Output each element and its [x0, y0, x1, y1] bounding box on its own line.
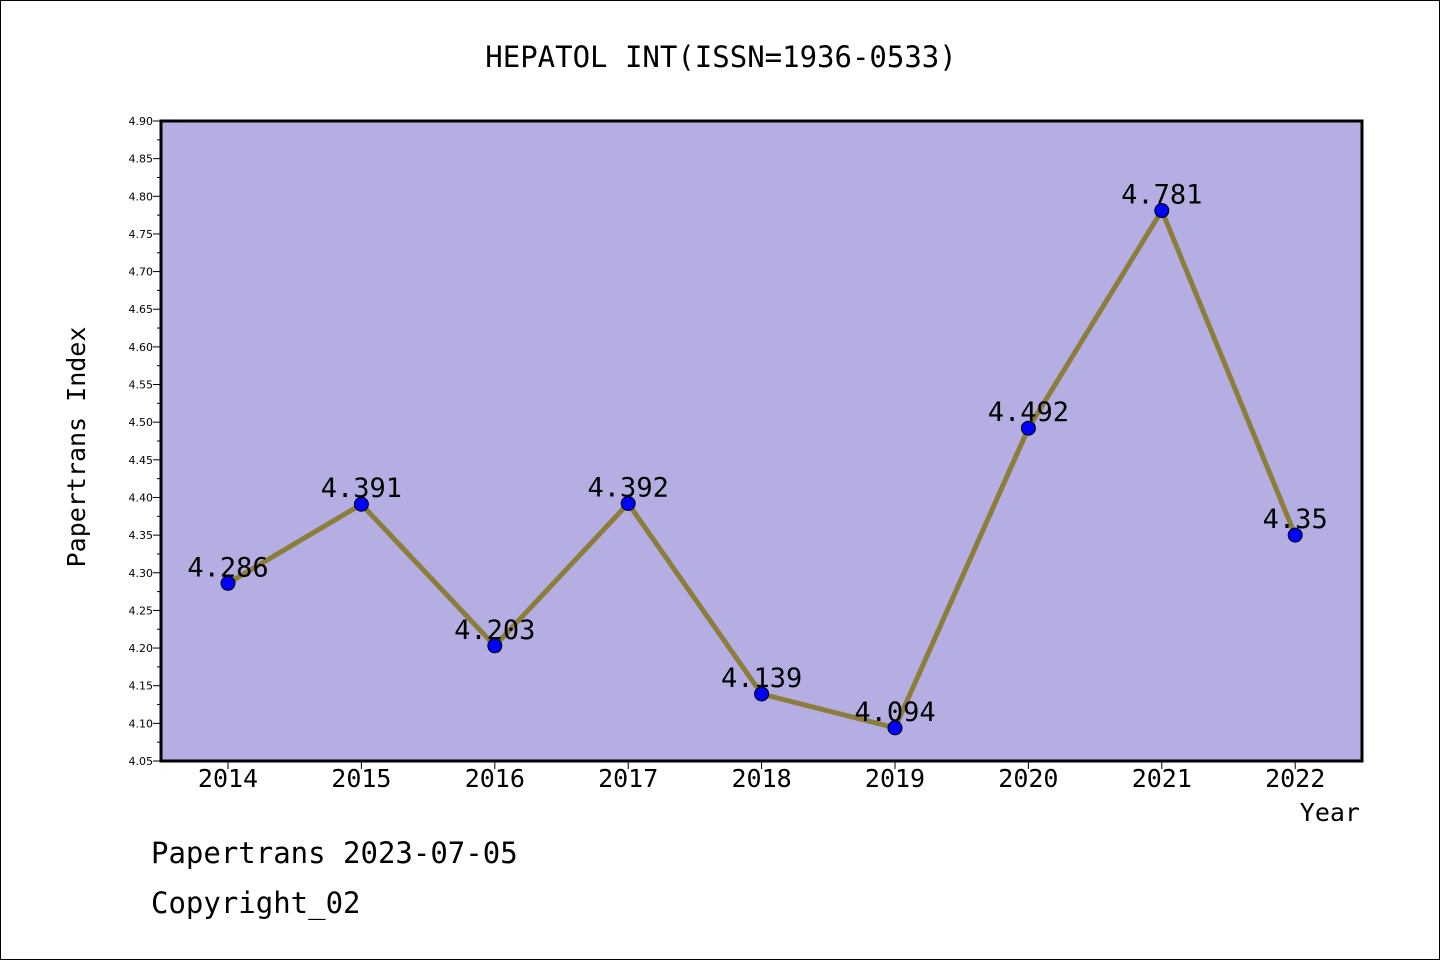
footer-copyright: Copyright_02: [151, 886, 361, 920]
x-axis: 2014 2015 2016 2017 2018 2019 2020 2021 2022: [198, 761, 1325, 793]
data-point: [353, 496, 369, 512]
plot-border: [159, 119, 1364, 763]
data-label-group: 4.286 4.391 4.203 4.392 4.139 4.094 4.492 4.781…: [187, 180, 1327, 728]
y-tick-label: 4.65: [129, 303, 154, 316]
data-point: [754, 686, 770, 702]
data-point: [1020, 420, 1036, 436]
y-tick-label: 4.15: [129, 680, 154, 693]
y-tick-label: 4.45: [129, 454, 154, 467]
data-point: [1287, 527, 1303, 543]
chart-title: HEPATOL INT(ISSN=1936-0533): [485, 40, 956, 74]
x-tick-label: 2015: [331, 764, 391, 793]
y-tick-label: 4.10: [129, 717, 154, 730]
y-tick-label: 4.05: [129, 755, 154, 768]
x-tick-label: 2020: [998, 764, 1058, 793]
data-label: 4.492: [988, 397, 1069, 428]
y-tick-label: 4.70: [129, 266, 154, 279]
data-label: 4.392: [588, 472, 669, 503]
plot-area: [161, 121, 1362, 761]
y-tick-label: 4.50: [129, 416, 154, 429]
y-tick-label: 4.40: [129, 491, 154, 504]
data-point: [220, 575, 236, 591]
x-tick-label: 2016: [465, 764, 525, 793]
x-tick-label: 2014: [198, 764, 258, 793]
y-tick-label: 4.35: [129, 529, 154, 542]
data-label: 4.781: [1121, 180, 1202, 211]
y-tick-label: 4.75: [129, 228, 154, 241]
y-tick-label: 4.60: [129, 341, 154, 354]
data-label: 4.094: [854, 697, 935, 728]
y-axis-label: Papertrans Index: [62, 327, 91, 568]
x-tick-label: 2019: [865, 764, 925, 793]
data-point: [620, 495, 636, 511]
data-label: 4.139: [721, 663, 802, 694]
data-point: [887, 720, 903, 736]
x-tick-label: 2017: [598, 764, 658, 793]
y-tick-label: 4.55: [129, 379, 154, 392]
y-tick-label: 4.80: [129, 190, 154, 203]
x-axis-label: Year: [1300, 798, 1360, 827]
data-label: 4.391: [321, 473, 402, 504]
data-point: [1154, 203, 1170, 219]
data-label: 4.286: [187, 552, 268, 583]
y-tick-label: 4.85: [129, 153, 154, 166]
series-group: [220, 203, 1303, 736]
data-point: [487, 638, 503, 654]
x-tick-label: 2022: [1265, 764, 1325, 793]
y-tick-label: 4.30: [129, 567, 154, 580]
footer-date: Papertrans 2023-07-05: [151, 836, 518, 870]
y-axis: 4.05 4.10 4.15 4.20 4.25 4.30 4.35 4.40 4.45 4.50…: [129, 115, 161, 768]
data-label: 4.35: [1263, 504, 1328, 535]
y-tick-label: 4.90: [129, 115, 154, 128]
data-label: 4.203: [454, 615, 535, 646]
x-tick-label: 2018: [731, 764, 791, 793]
x-tick-label: 2021: [1132, 764, 1192, 793]
y-tick-label: 4.25: [129, 604, 154, 617]
y-tick-label: 4.20: [129, 642, 154, 655]
